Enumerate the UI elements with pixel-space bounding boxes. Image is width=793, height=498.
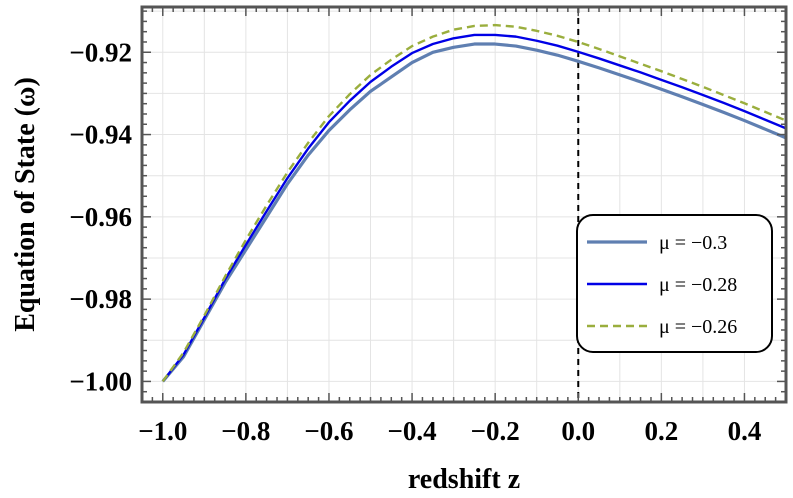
y-tick-label: −0.98 <box>69 284 132 314</box>
x-tick-labels: −1.0 −0.8 −0.6 −0.4 −0.2 0.0 0.2 0.4 <box>138 416 761 446</box>
x-tick-label: −1.0 <box>138 416 187 446</box>
y-axis-title: Equation of State (ω) <box>10 77 41 332</box>
y-tick-label: −1.00 <box>69 366 132 396</box>
y-tick-label: −0.92 <box>69 37 132 67</box>
series-line-1 <box>161 42 787 383</box>
legend-label-2: μ = −0.28 <box>659 274 737 296</box>
x-tick-label: −0.4 <box>387 416 436 446</box>
x-tick-label: 0.2 <box>644 416 678 446</box>
ticks <box>141 7 787 403</box>
y-tick-label: −0.94 <box>69 120 132 150</box>
x-tick-label: −0.8 <box>221 416 270 446</box>
x-tick-label: 0.4 <box>728 416 762 446</box>
legend-label-3: μ = −0.26 <box>659 316 737 338</box>
series-group <box>161 23 787 383</box>
x-axis-title: redshift z <box>408 464 520 495</box>
legend: μ = −0.3 μ = −0.28 μ = −0.26 <box>576 214 773 353</box>
legend-label-1: μ = −0.3 <box>659 232 727 254</box>
legend-box <box>576 214 773 353</box>
y-tick-label: −0.96 <box>69 202 132 232</box>
x-tick-label: −0.2 <box>471 416 520 446</box>
y-tick-labels: −1.00 −0.98 −0.96 −0.94 −0.92 <box>69 37 132 396</box>
x-tick-label: −0.6 <box>304 416 353 446</box>
x-tick-label: 0.0 <box>561 416 595 446</box>
series-line-2 <box>161 33 787 383</box>
series-line-3 <box>161 23 787 383</box>
